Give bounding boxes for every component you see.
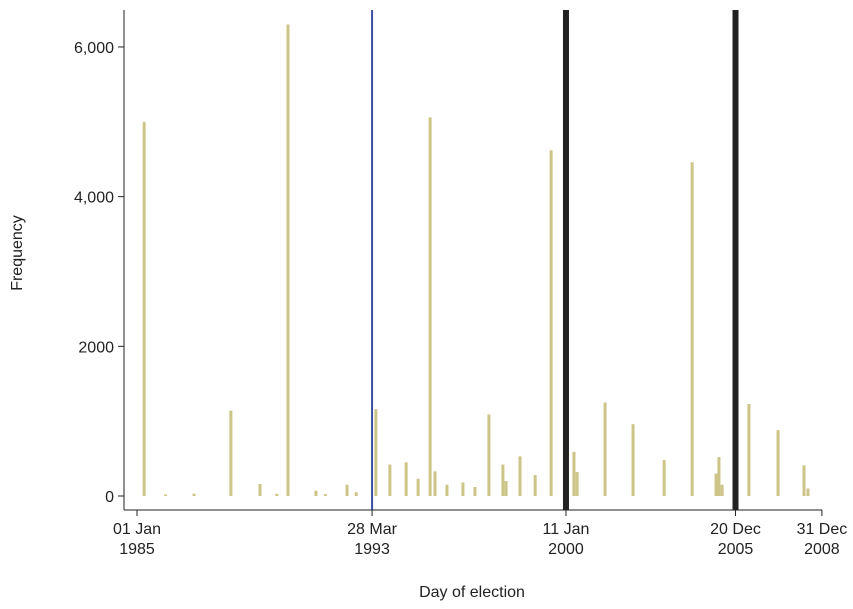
bar <box>504 481 508 497</box>
bar <box>445 484 449 497</box>
bar <box>533 475 537 497</box>
y-tick-label: 6,000 <box>74 40 114 57</box>
x-tick-label: 20 Dec 2005 <box>710 521 761 558</box>
bar <box>747 403 751 497</box>
x-tick-label: 28 Mar 1993 <box>347 521 397 558</box>
bar <box>258 484 262 497</box>
bar <box>314 490 318 497</box>
bar <box>433 471 437 497</box>
bar <box>603 402 607 497</box>
bar <box>286 24 290 497</box>
bar <box>428 117 432 497</box>
bar <box>164 494 168 497</box>
bar <box>275 493 279 497</box>
y-tick-label: 4,000 <box>74 190 114 207</box>
y-tick-label: 2000 <box>78 339 114 356</box>
bar <box>690 162 694 497</box>
bar <box>631 424 635 497</box>
y-axis-title: Frequency <box>9 215 26 291</box>
bar <box>323 494 327 497</box>
bar <box>404 462 408 497</box>
bar <box>345 484 349 497</box>
bar <box>473 487 477 497</box>
x-tick-label: 31 Dec 2008 <box>797 521 848 558</box>
bar <box>501 464 505 497</box>
bar <box>572 451 576 497</box>
x-tick-label: 11 Jan 2000 <box>543 521 590 558</box>
bar <box>142 121 146 497</box>
bar <box>374 409 378 497</box>
bar <box>575 472 579 497</box>
bar <box>806 488 810 497</box>
bar <box>720 484 724 497</box>
bar <box>662 460 666 497</box>
x-axis-title: Day of election <box>419 584 525 601</box>
bar <box>354 492 358 497</box>
bar <box>802 465 806 497</box>
y-tick-label: 0 <box>105 489 114 506</box>
bar <box>487 414 491 497</box>
bar <box>229 410 233 497</box>
bar <box>388 464 392 497</box>
bar <box>416 478 420 497</box>
bar <box>717 457 721 497</box>
bar <box>714 473 718 497</box>
bar <box>518 456 522 497</box>
x-tick-label: 01 Jan 1985 <box>113 521 161 558</box>
bar <box>549 150 553 497</box>
bar <box>461 482 465 497</box>
bar <box>776 430 780 497</box>
bar <box>192 493 196 497</box>
